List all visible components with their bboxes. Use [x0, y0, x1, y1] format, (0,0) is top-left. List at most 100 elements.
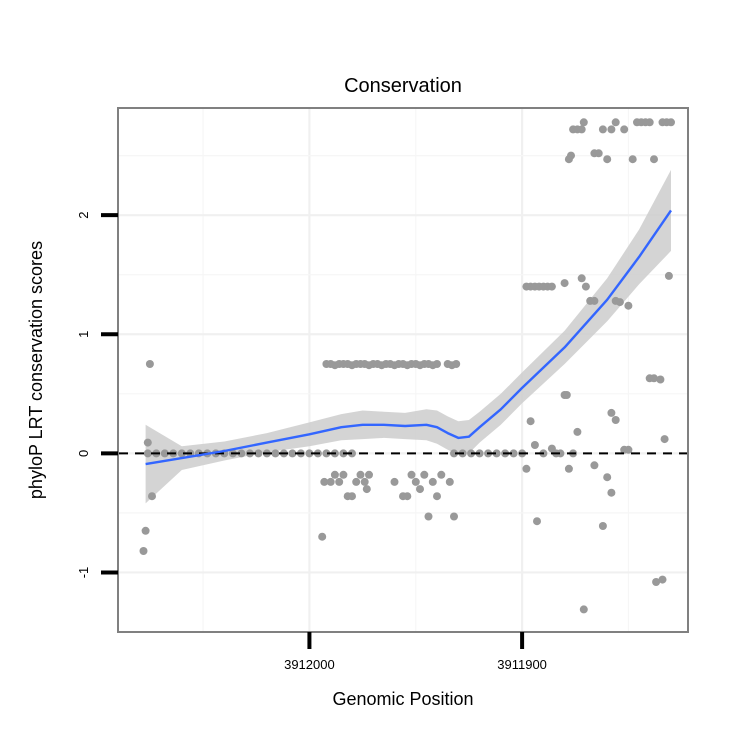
data-point [579, 605, 588, 614]
data-point [390, 477, 399, 486]
data-point [522, 464, 531, 473]
data-point [603, 155, 612, 164]
plot-panel [117, 107, 689, 633]
y-tick-label: 0 [76, 450, 91, 457]
x-axis: 3912000 3911900 [284, 632, 547, 672]
data-point [288, 449, 297, 458]
data-point [556, 449, 565, 458]
y-tick-label: 1 [76, 331, 91, 338]
data-point [450, 449, 458, 458]
data-point [611, 416, 620, 424]
data-point [573, 427, 582, 436]
data-point [567, 151, 575, 160]
data-point [590, 461, 599, 470]
data-point [594, 149, 603, 158]
data-point [143, 438, 152, 447]
data-point [362, 485, 371, 494]
data-point [452, 360, 461, 368]
confidence-band [145, 169, 672, 504]
data-point [445, 477, 454, 486]
data-point [339, 470, 348, 479]
data-point [365, 470, 373, 479]
data-point [403, 492, 412, 501]
data-point [660, 435, 669, 444]
data-point [645, 118, 654, 127]
data-point [533, 517, 541, 526]
data-point [581, 282, 590, 291]
x-tick-label: 3911900 [497, 657, 547, 672]
data-points-layer [139, 118, 675, 614]
data-point [620, 125, 629, 134]
data-point [326, 477, 335, 486]
data-point [607, 408, 616, 417]
smooth-fit-line [145, 209, 672, 466]
gridlines [119, 109, 687, 631]
data-point [335, 477, 344, 486]
data-point [598, 522, 607, 530]
data-point [607, 125, 616, 134]
data-point [411, 477, 420, 486]
data-point [352, 477, 361, 486]
data-point [492, 449, 501, 458]
y-tick-label: 2 [76, 212, 91, 219]
data-point [652, 578, 661, 586]
data-point [360, 477, 369, 486]
data-point [271, 449, 280, 458]
data-point [611, 296, 620, 305]
data-point [148, 492, 156, 501]
data-point [560, 279, 569, 288]
y-tick-label: -1 [76, 567, 91, 579]
data-point [624, 301, 633, 310]
data-point [330, 470, 339, 479]
data-point [509, 449, 518, 458]
data-point [356, 470, 365, 479]
data-point [433, 492, 441, 501]
data-point [305, 449, 314, 458]
data-point [650, 374, 658, 383]
data-point [607, 488, 616, 497]
data-point [160, 449, 169, 458]
data-point [407, 470, 416, 479]
data-point [237, 449, 246, 458]
data-point [433, 360, 441, 368]
data-point [577, 274, 586, 283]
data-point [177, 449, 186, 458]
data-point [656, 375, 665, 384]
data-point [577, 125, 586, 134]
data-point [143, 449, 152, 458]
data-point [603, 473, 612, 482]
data-point [562, 391, 571, 399]
data-point [526, 417, 535, 426]
data-point [318, 532, 327, 541]
data-point [254, 449, 263, 458]
data-point [579, 118, 588, 127]
data-point [450, 512, 458, 521]
data-point [667, 118, 675, 127]
data-point [628, 155, 637, 164]
data-point [611, 118, 620, 127]
data-point [320, 477, 329, 486]
data-point [664, 271, 673, 280]
data-point [141, 526, 150, 535]
x-tick-label: 3912000 [284, 657, 335, 672]
smooth-line-layer [145, 209, 672, 466]
chart-title: Conservation [344, 75, 462, 97]
data-point [658, 575, 667, 584]
data-point [598, 125, 607, 134]
data-point [348, 492, 356, 501]
x-axis-title: Genomic Position [332, 689, 473, 709]
data-point [416, 485, 424, 494]
data-point [530, 441, 539, 449]
data-point [650, 155, 658, 164]
data-point [428, 477, 437, 486]
confidence-band-layer [145, 169, 672, 504]
y-axis: -1 0 1 2 [76, 212, 118, 579]
data-point [139, 547, 148, 555]
data-point [624, 445, 633, 454]
data-point [437, 470, 446, 479]
data-point [322, 449, 331, 458]
data-point [145, 360, 154, 368]
data-point [424, 512, 433, 521]
data-point [420, 470, 429, 479]
